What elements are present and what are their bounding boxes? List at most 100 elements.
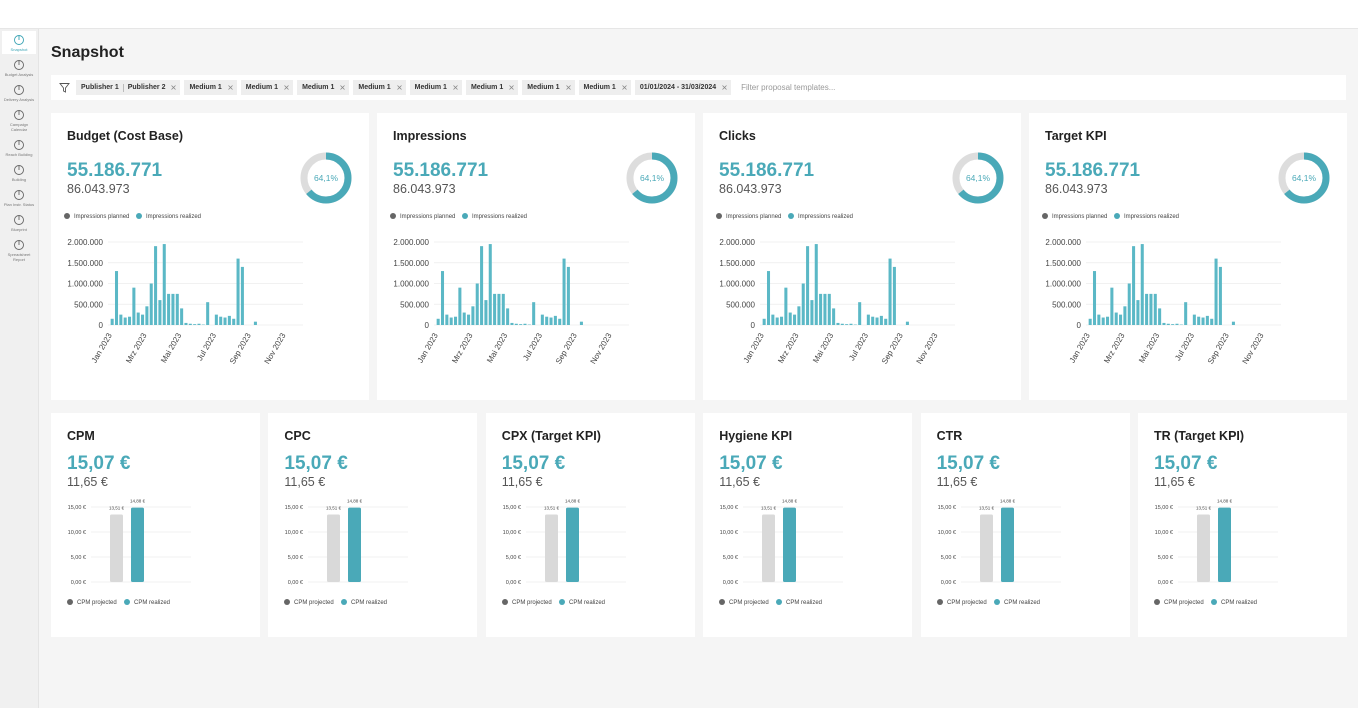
filter-chip[interactable]: Medium 1 bbox=[184, 80, 237, 95]
bar bbox=[540, 314, 544, 325]
chip-remove[interactable] bbox=[171, 85, 177, 90]
bar bbox=[197, 323, 201, 325]
filter-chip[interactable]: Medium 1 bbox=[409, 80, 462, 95]
bar bbox=[775, 317, 779, 325]
value-label: 13,51 € bbox=[1196, 505, 1212, 510]
bar bbox=[871, 316, 875, 325]
card-title: Impressions bbox=[393, 129, 467, 143]
y-tick-label: 10,00 € bbox=[937, 530, 955, 536]
legend-label: Impressions planned bbox=[726, 214, 781, 220]
filter-chip[interactable]: Medium 1 bbox=[522, 80, 575, 95]
bar bbox=[493, 293, 497, 325]
bar bbox=[514, 323, 518, 325]
nav-item[interactable]: Plan Instr. Status bbox=[2, 186, 36, 209]
filter-chip[interactable]: Publisher 1 Publisher 2 bbox=[76, 80, 181, 95]
bar bbox=[884, 318, 888, 325]
remove-icon bbox=[284, 85, 289, 90]
y-tick-label: 0,00 € bbox=[506, 580, 521, 586]
bar bbox=[553, 315, 557, 325]
value-label: 14,88 € bbox=[347, 499, 363, 504]
chip-remove[interactable] bbox=[565, 85, 571, 90]
y-tick-label: 15,00 € bbox=[937, 505, 955, 511]
chip-remove[interactable] bbox=[509, 85, 515, 90]
chip-remove[interactable] bbox=[340, 85, 346, 90]
chip-remove[interactable] bbox=[227, 85, 233, 90]
nav-item[interactable]: Blueprint bbox=[2, 211, 36, 234]
bar bbox=[801, 283, 805, 325]
kpi-value: 55.186.771 bbox=[1045, 160, 1141, 181]
bar bbox=[214, 314, 218, 325]
bar bbox=[1153, 293, 1157, 325]
bar bbox=[1166, 323, 1170, 325]
chip-remove[interactable] bbox=[284, 85, 289, 90]
bar bbox=[1145, 293, 1149, 325]
filter-chip[interactable]: Medium 1 bbox=[578, 80, 631, 95]
legend-dot bbox=[64, 213, 70, 219]
y-tick-label: 15,00 € bbox=[68, 505, 86, 511]
kpi-card: 64,1% Impressions planned Impressions real… bbox=[51, 113, 369, 400]
nav-item[interactable]: Spreadsheet Report bbox=[2, 236, 36, 264]
bar bbox=[1127, 283, 1131, 325]
y-tick-label: 0 bbox=[425, 321, 430, 330]
x-tick-label: Nov 2023 bbox=[915, 331, 940, 366]
chip-remove[interactable] bbox=[396, 85, 402, 90]
bar bbox=[458, 287, 462, 325]
nav-item[interactable]: Campaign Calendar bbox=[2, 106, 36, 134]
bar bbox=[136, 312, 140, 325]
card-title: Target KPI bbox=[1045, 129, 1107, 143]
nav-item[interactable]: Snapshot bbox=[2, 31, 36, 54]
legend-label: Impressions realized bbox=[798, 214, 853, 220]
card-chart: 64,1% Impressions planned Impressions real… bbox=[64, 152, 352, 366]
kpi-value: 15,07 € bbox=[1154, 453, 1218, 474]
value-label: 14,88 € bbox=[565, 499, 581, 504]
x-tick-label: Jul 2023 bbox=[847, 331, 870, 362]
filter-chip[interactable]: Medium 1 bbox=[297, 80, 350, 95]
nav-label: Snapshot bbox=[10, 47, 28, 52]
bar bbox=[454, 316, 458, 325]
gauge-label: 64,1% bbox=[966, 173, 991, 183]
filter-chip[interactable]: 01/01/2024 - 31/03/2024 bbox=[634, 80, 732, 95]
legend-label: CPM realized bbox=[569, 600, 605, 606]
bar bbox=[819, 293, 823, 325]
x-tick-label: Mai 2023 bbox=[811, 331, 836, 364]
chip-label: 01/01/2024 - 31/03/2024 bbox=[639, 84, 717, 91]
nav-label: Campaign Calendar bbox=[9, 122, 29, 132]
bar bbox=[1132, 246, 1136, 325]
filter-chip[interactable]: Medium 1 bbox=[353, 80, 406, 95]
x-tick-label: Mrz 2023 bbox=[776, 331, 801, 365]
bar bbox=[1149, 293, 1153, 325]
bar bbox=[253, 321, 257, 325]
nav-item[interactable]: Delivery Analysis bbox=[2, 81, 36, 104]
chip-remove[interactable] bbox=[453, 85, 458, 90]
bar bbox=[788, 312, 792, 325]
bar bbox=[462, 312, 466, 325]
bar bbox=[849, 323, 853, 325]
nav-item[interactable]: Budget Analysis bbox=[2, 56, 36, 79]
x-tick-label: Sep 2023 bbox=[1206, 331, 1231, 366]
kpi-value: 15,07 € bbox=[719, 453, 783, 474]
filter-input[interactable]: Filter proposal templates... bbox=[741, 83, 836, 92]
filter-chip[interactable]: Medium 1 bbox=[240, 80, 294, 95]
bar bbox=[1218, 507, 1231, 582]
bar bbox=[1106, 316, 1110, 325]
kpi-value: 55.186.771 bbox=[719, 160, 815, 181]
bar bbox=[558, 318, 562, 325]
gauge-label: 64,1% bbox=[1292, 173, 1317, 183]
card-chart: 0,00 € 5,00 € 10,00 € 15,00 € 13,51 € CPM pro… bbox=[1154, 499, 1278, 606]
legend-dot bbox=[390, 213, 396, 219]
nav-item[interactable]: Reach Building bbox=[2, 136, 36, 159]
chip-remove[interactable] bbox=[622, 85, 627, 90]
x-tick-label: Jul 2023 bbox=[1173, 331, 1196, 362]
chip-remove[interactable] bbox=[722, 85, 727, 90]
legend-dot bbox=[1211, 599, 1217, 605]
legend-dot bbox=[719, 599, 726, 605]
y-tick-label: 5,00 € bbox=[71, 555, 86, 561]
bar bbox=[1114, 312, 1118, 325]
filter-chip[interactable]: Medium 1 bbox=[465, 80, 519, 95]
x-tick-label: Jan 2023 bbox=[416, 331, 441, 364]
nav-item[interactable]: Building bbox=[2, 161, 36, 184]
legend-label: CPM projected bbox=[77, 600, 117, 606]
card-title: CPX (Target KPI) bbox=[501, 429, 601, 443]
y-tick-label: 10,00 € bbox=[720, 530, 738, 536]
y-tick-label: 15,00 € bbox=[720, 505, 738, 511]
